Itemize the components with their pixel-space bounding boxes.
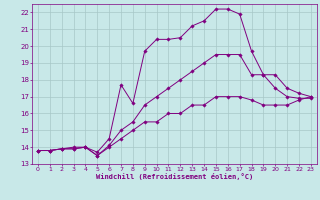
- X-axis label: Windchill (Refroidissement éolien,°C): Windchill (Refroidissement éolien,°C): [96, 173, 253, 180]
